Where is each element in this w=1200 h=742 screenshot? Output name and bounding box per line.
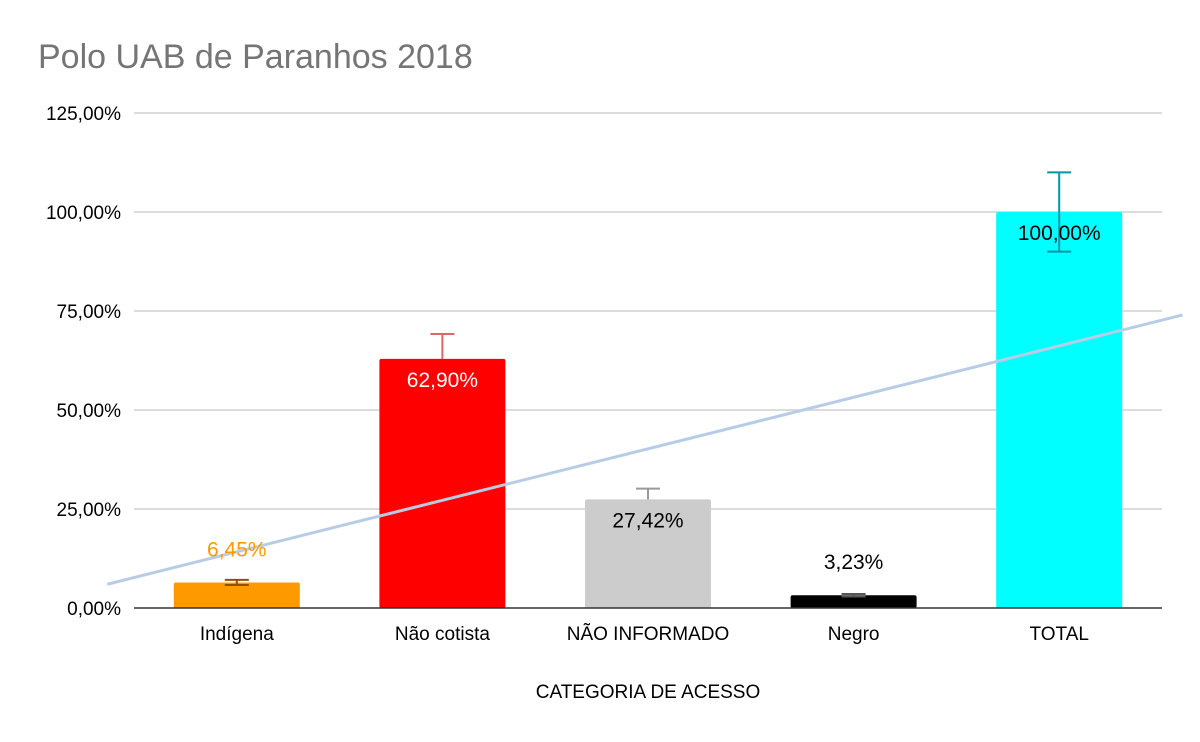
chart-title: Polo UAB de Paranhos 2018	[38, 38, 473, 76]
trendline-line	[106, 313, 1183, 586]
error-bars	[224, 171, 1072, 598]
data-label: 27,42%	[612, 509, 683, 532]
y-tick-label: 125,00%	[46, 104, 121, 125]
x-tick-label: NÃO INFORMADO	[567, 623, 730, 645]
trendline	[106, 313, 1183, 586]
bar	[173, 582, 300, 608]
x-tick-label: Negro	[828, 624, 880, 645]
y-tick-label: 100,00%	[46, 203, 121, 224]
bar	[996, 212, 1123, 608]
y-tick-label: 25,00%	[57, 500, 122, 521]
data-label: 6,45%	[207, 538, 267, 561]
bar	[379, 358, 506, 608]
x-axis-label: CATEGORIA DE ACESSO	[536, 682, 761, 703]
x-tick-label: TOTAL	[1029, 624, 1088, 645]
bar	[790, 595, 917, 608]
gridlines	[134, 112, 1162, 510]
x-tick-label: Indígena	[200, 624, 274, 645]
x-tick-label: Não cotista	[395, 624, 490, 645]
x-axis-categories: Indígena Não cotista NÃO INFORMADO Negro TOT…	[200, 623, 1089, 645]
data-label: 100,00%	[1018, 222, 1101, 245]
data-label: 3,23%	[824, 551, 884, 574]
y-tick-label: 50,00%	[57, 401, 122, 422]
data-label: 62,90%	[407, 369, 478, 392]
y-tick-label: 0,00%	[67, 599, 121, 620]
data-labels: 6,45% 62,90% 27,42% 3,23% 100,00%	[207, 222, 1101, 574]
y-axis-ticks: 0,00% 25,00% 50,00% 75,00% 100,00% 125,00%	[46, 104, 121, 620]
bar	[585, 499, 711, 608]
bars	[173, 212, 1123, 608]
y-tick-label: 75,00%	[57, 302, 122, 323]
